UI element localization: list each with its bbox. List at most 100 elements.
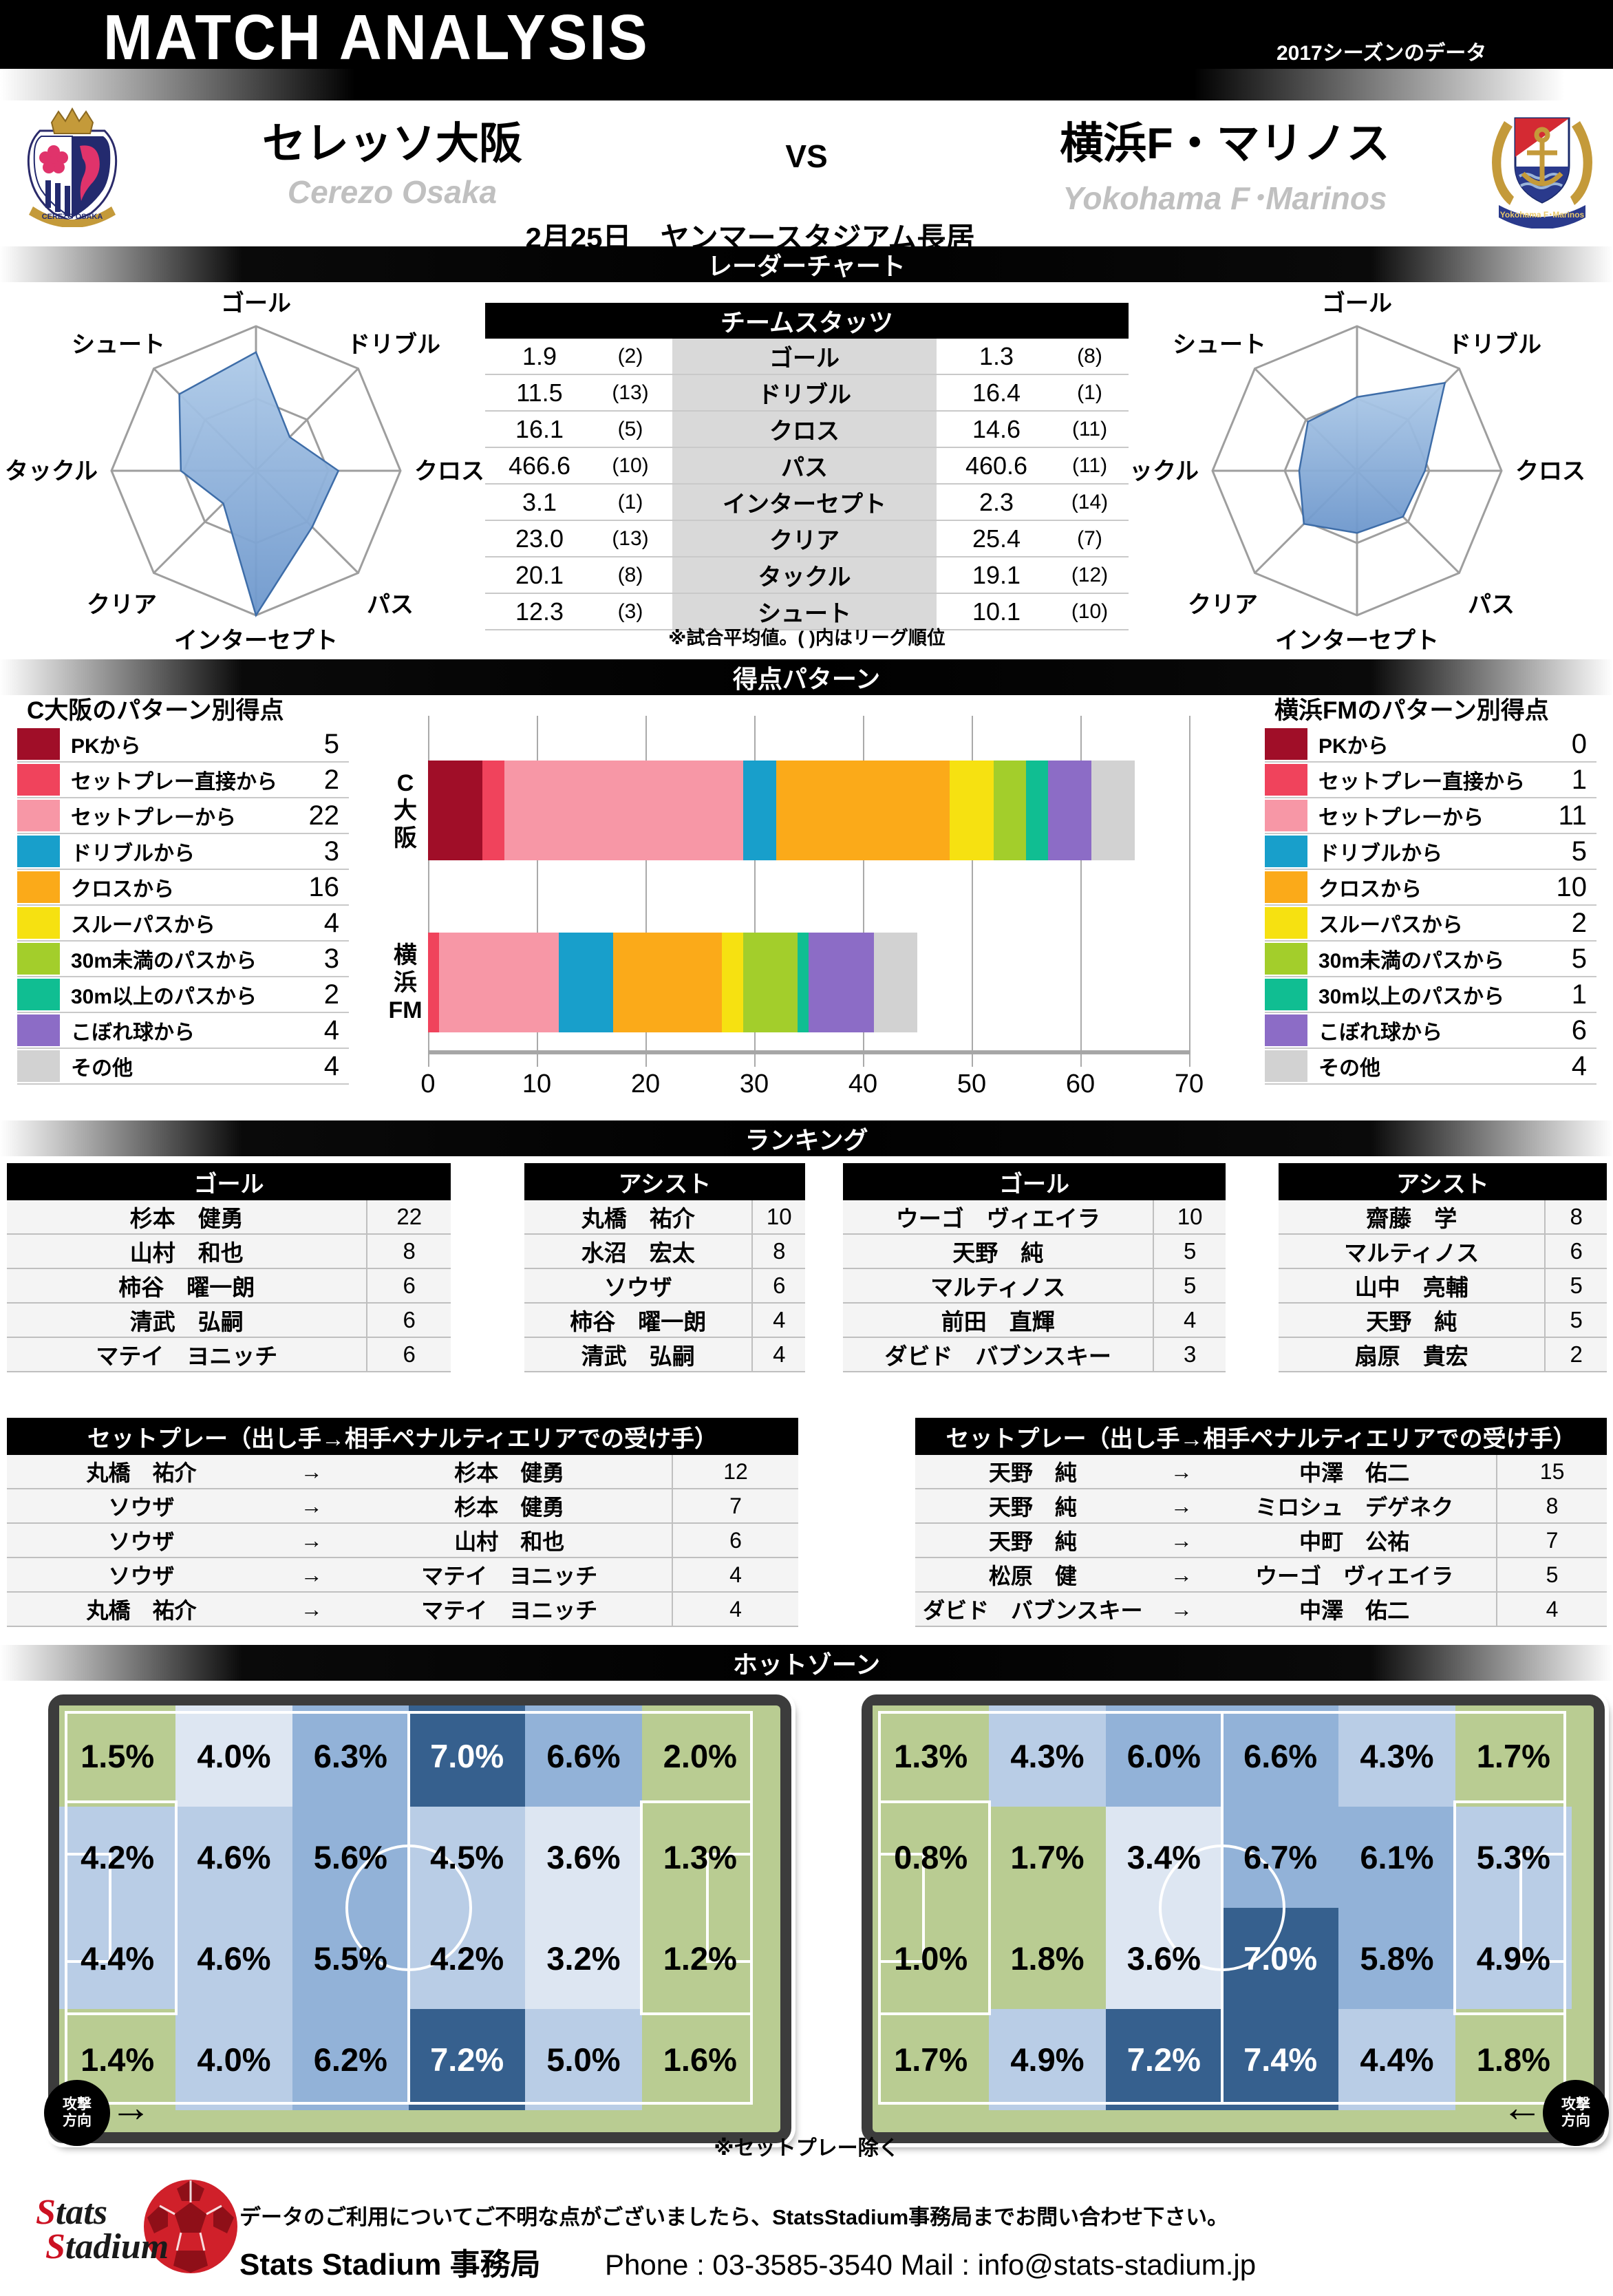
scoring-legend-home: C大阪のパターン別得点 PKから 5 セットプレー直接から 2 セットプレーから 22 ドリ… (17, 695, 349, 1085)
player-value: 8 (751, 1235, 805, 1268)
section-header-hotzone: ホットゾーン (0, 1645, 1613, 1681)
legend-value: 4 (323, 907, 339, 938)
setplay-count: 7 (1496, 1524, 1607, 1557)
player-name: 山村 和也 (129, 1240, 244, 1266)
stats-cell: (8) (1077, 344, 1102, 368)
player-name: 杉本 健勇 (129, 1206, 244, 1231)
hotzone-value: 4.9% (1476, 1940, 1550, 1977)
player-value: 6 (751, 1269, 805, 1302)
setplay-row: 丸橋 祐介 → マテイ ヨニッチ 4 (7, 1593, 798, 1627)
bar-segment (776, 761, 950, 860)
hotzone-value: 1.5% (81, 1738, 155, 1774)
footer-phone-mail: Phone : 03-3585-3540 Mail : info@stats-s… (604, 2249, 1257, 2281)
hotzone-cell: 1.4% (59, 2009, 176, 2110)
setplay-passer: ソウザ (108, 1529, 175, 1554)
ranking-row: 天野 純 5 (1279, 1304, 1607, 1338)
legend-value: 11 (1558, 800, 1587, 831)
legend-label: セットプレー直接から (71, 771, 277, 794)
team-stats-header: チームスタッツ (485, 303, 1129, 339)
player-value: 10 (751, 1200, 805, 1233)
legend-row: その他 4 (1265, 1049, 1596, 1085)
legend-value: 16 (308, 871, 340, 902)
legend-row: ドリブルから 5 (1265, 834, 1596, 870)
chart-gridline (1189, 716, 1190, 1065)
ranking-header: アシスト (524, 1163, 805, 1200)
legend-row: クロスから 10 (1265, 870, 1596, 906)
bar-segment (428, 761, 482, 860)
legend-value: 4 (323, 1050, 339, 1081)
page-title: MATCH ANALYSIS (103, 2, 650, 74)
legend-swatch-icon (17, 1014, 60, 1046)
stats-cell: (12) (1071, 563, 1109, 586)
hotzone-cell: 1.5% (59, 1705, 176, 1807)
hotzone-cell: 4.3% (989, 1705, 1106, 1807)
setplay-passer: 丸橋 祐介 (86, 1460, 197, 1485)
ranking-row: 清武 弘嗣 6 (7, 1304, 451, 1338)
hotzone-value: 4.3% (1010, 1738, 1085, 1774)
stats-cell: 3.1 (522, 487, 557, 516)
legend-swatch-icon (1265, 871, 1307, 903)
home-crest-banner: CEREZO OSAKA (42, 213, 103, 221)
setplay-arrow-icon: → (300, 1596, 323, 1622)
hotzone-value: 4.6% (197, 1940, 271, 1977)
setplay-passer: 丸橋 祐介 (86, 1598, 197, 1623)
chart-axis-line (428, 1050, 1190, 1054)
hotzone-value: 4.0% (197, 2041, 271, 2078)
hotzone-note: ※セットプレー除く (714, 2137, 899, 2160)
legend-row: スルーパスから 4 (17, 906, 349, 942)
bar-segment (612, 933, 722, 1032)
setplay-header: セットプレー（出し手→相手ペナルティエリアでの受け手） (915, 1418, 1607, 1455)
stats-cell: 16.4 (972, 378, 1021, 407)
hotzone-value: 4.3% (1360, 1738, 1434, 1774)
chart-gridline (537, 716, 538, 1065)
stats-cell: 16.1 (515, 414, 564, 443)
hotzone-value: 7.2% (1126, 2041, 1201, 2078)
hotzone-value: 3.4% (1126, 1839, 1201, 1875)
team-stats-row: 12.3 (3) シュート 10.1 (10) (485, 594, 1129, 630)
hotzone-cell: 4.0% (175, 2009, 292, 2110)
ranking-row: 水沼 宏太 8 (524, 1235, 805, 1269)
ranking-row: 柿谷 曜一朗 4 (524, 1304, 805, 1338)
setplay-arrow-icon: → (1170, 1527, 1193, 1553)
hotzone-value: 1.3% (894, 1738, 968, 1774)
chart-tick-label: 70 (1174, 1070, 1204, 1098)
legend-row: 30m未満のパスから 5 (1265, 942, 1596, 977)
header-gradient-strip (0, 69, 1613, 100)
stats-cell: 11.5 (516, 378, 563, 407)
hotzone-cell: 3.4% (1105, 1807, 1222, 1908)
stats-cell: 19.1 (972, 560, 1021, 589)
setplay-row: ソウザ → 杉本 健勇 7 (7, 1489, 798, 1524)
stats-cell: 1.3 (979, 341, 1014, 370)
radar-axis-label: パス (367, 592, 414, 618)
season-note: 2017シーズンのデータ (1276, 42, 1487, 65)
attack-label: 方向 (63, 2113, 92, 2129)
legend-label: こぼれ球から (1318, 1021, 1442, 1044)
chart-gridline (428, 716, 429, 1065)
team-stats-row: 11.5 (13) ドリブル 16.4 (1) (485, 375, 1129, 412)
hotzone-cell: 5.0% (525, 2009, 642, 2110)
hotzone-value: 7.0% (430, 1738, 504, 1774)
setplay-receiver: 杉本 健勇 (454, 1460, 565, 1485)
hotzone-cell: 4.6% (175, 1908, 292, 2009)
hotzone-value: 1.8% (1010, 1940, 1085, 1977)
legend-row: クロスから 16 (17, 870, 349, 906)
player-value: 3 (1153, 1338, 1226, 1371)
ranking-row: 齋藤 学 8 (1279, 1200, 1607, 1235)
legend-value: 2 (323, 979, 339, 1010)
legend-swatch-icon (1265, 907, 1307, 939)
team-stats-row: 23.0 (13) クリア 25.4 (7) (485, 521, 1129, 557)
chart-tick (1080, 1054, 1082, 1067)
radar-axis-label: クロス (1515, 458, 1585, 485)
bar-segment (993, 761, 1026, 860)
player-name: ソウザ (603, 1275, 672, 1300)
setplay-passer: 天野 純 (988, 1460, 1077, 1485)
stats-cell: クリア (667, 521, 942, 556)
stats-cell: (2) (617, 344, 643, 368)
stats-cell: 23.0 (515, 524, 564, 553)
player-name: 齋藤 学 (1366, 1206, 1457, 1231)
stats-cell: (13) (612, 381, 649, 404)
chart-tick-label: 60 (1065, 1070, 1096, 1098)
hotzone-value: 5.0% (546, 2041, 621, 2078)
legend-label: ドリブルから (71, 842, 195, 865)
hotzone-cell: 4.6% (175, 1807, 292, 1908)
